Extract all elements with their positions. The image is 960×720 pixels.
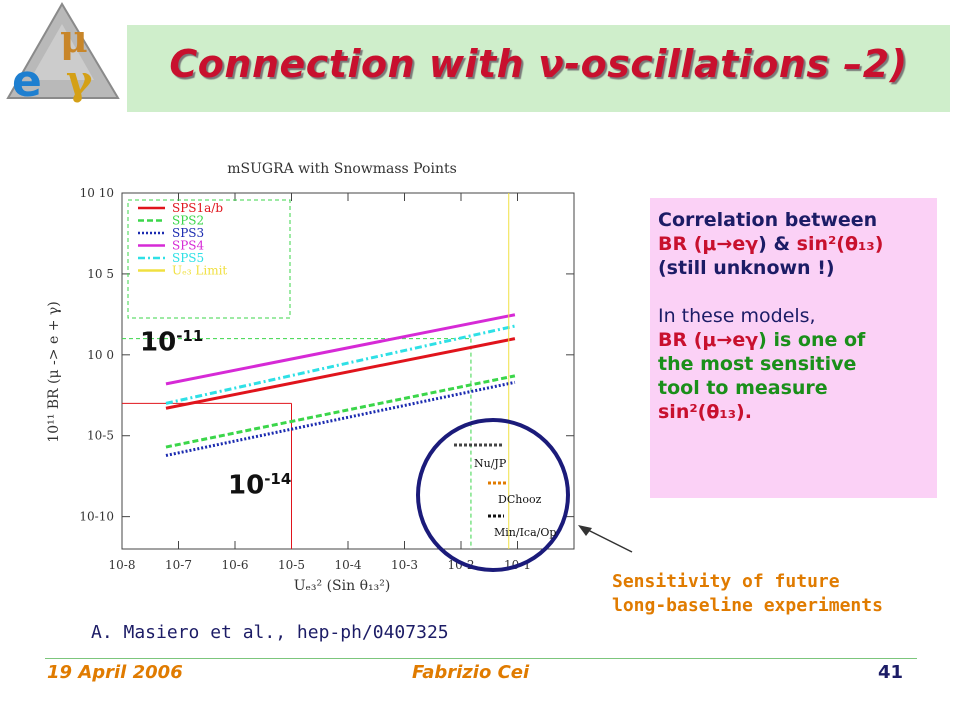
sensitivity-caption-line-1: Sensitivity of future: [612, 571, 840, 592]
logo-e: e: [12, 56, 42, 105]
inset-label-dchooz: DChooz: [498, 493, 542, 506]
sensitivity-caption-line-2: long-baseline experiments: [612, 595, 883, 616]
series-line-sps3: [165, 380, 516, 457]
title-banner: Connection with ν-oscillations –2): [127, 25, 950, 112]
msugra-chart: mSUGRA with Snowmass Points 10-8 10-7 10-6…: [46, 161, 633, 594]
x-tick-label: 10-4: [335, 558, 362, 572]
note-line-8: sin²(θ₁₃).: [658, 401, 752, 423]
series-line-sps4: [165, 313, 516, 386]
annotation-upper: 10-11: [140, 327, 204, 358]
legend-entry-label: SPS5: [172, 251, 204, 265]
legend-box: [127, 199, 291, 319]
series-line-sps2: [165, 374, 516, 449]
legend-entry-label: SPS2: [172, 214, 204, 228]
series-line-sps5: [165, 324, 516, 405]
legend-entry-label: SPS1a/b: [172, 201, 223, 215]
note-line-1: Correlation between: [658, 209, 878, 231]
sensitivity-arrow: [583, 527, 633, 553]
y-tick-label: 10 5: [87, 267, 114, 281]
footer-divider: [45, 658, 917, 659]
arrow-head: [578, 525, 592, 536]
logo-gamma: γ: [66, 57, 93, 104]
note-line-5: BR (μ→eγ) is one of: [658, 329, 866, 351]
legend-entry-label: SPS4: [172, 239, 205, 253]
sensitivity-caption: Sensitivity of future long-baseline expe…: [612, 570, 883, 618]
footer-page-number: 41: [878, 662, 904, 683]
legend-entry-label: Uₑ₃ Limit: [172, 264, 227, 278]
y-tick-label: 10-5: [87, 429, 114, 443]
note-line-3: (still unknown !): [658, 257, 835, 279]
x-axis-label: Uₑ₃² (Sin θ₁₃²): [294, 578, 391, 594]
series-line-sps1a-b: [165, 337, 516, 410]
reference-citation: A. Masiero et al., hep-ph/0407325: [91, 622, 449, 643]
x-tick-label: 10-5: [278, 558, 305, 572]
x-tick-label: 10-6: [222, 558, 249, 572]
footer-date: 19 April 2006: [47, 662, 183, 683]
y-axis-label: 10¹¹ BR (μ -> e + γ): [46, 301, 62, 442]
x-tick-label: 10-3: [391, 558, 418, 572]
annotation-lower: 10-14: [228, 470, 292, 501]
y-tick-label: 10 0: [87, 348, 114, 362]
x-tick-label: 10-8: [109, 558, 136, 572]
inset-label-nujp: Nu/JP: [474, 457, 507, 470]
x-tick-label: 10-7: [165, 558, 192, 572]
correlation-note: Correlation between BR (μ→eγ) & sin²(θ₁₃…: [650, 198, 937, 498]
y-tick-label: 10 10: [80, 186, 114, 200]
y-tick-label: 10-10: [79, 510, 114, 524]
note-line-7: tool to measure: [658, 377, 828, 399]
mu-e-gamma-logo: μ e γ: [6, 2, 120, 105]
slide-title: Connection with ν-oscillations –2): [169, 42, 908, 86]
legend-entry-label: SPS3: [172, 226, 204, 240]
logo-mu: μ: [60, 16, 88, 61]
footer-author: Fabrizio Cei: [412, 662, 530, 683]
chart-title: mSUGRA with Snowmass Points: [227, 161, 457, 177]
note-line-4: In these models,: [658, 305, 816, 327]
sensitivity-circle: [416, 418, 570, 572]
note-line-6: the most sensitive: [658, 353, 857, 375]
inset-label-minos: Min/Ica/Op: [494, 526, 556, 539]
note-line-2: BR (μ→eγ) & sin²(θ₁₃): [658, 233, 884, 255]
